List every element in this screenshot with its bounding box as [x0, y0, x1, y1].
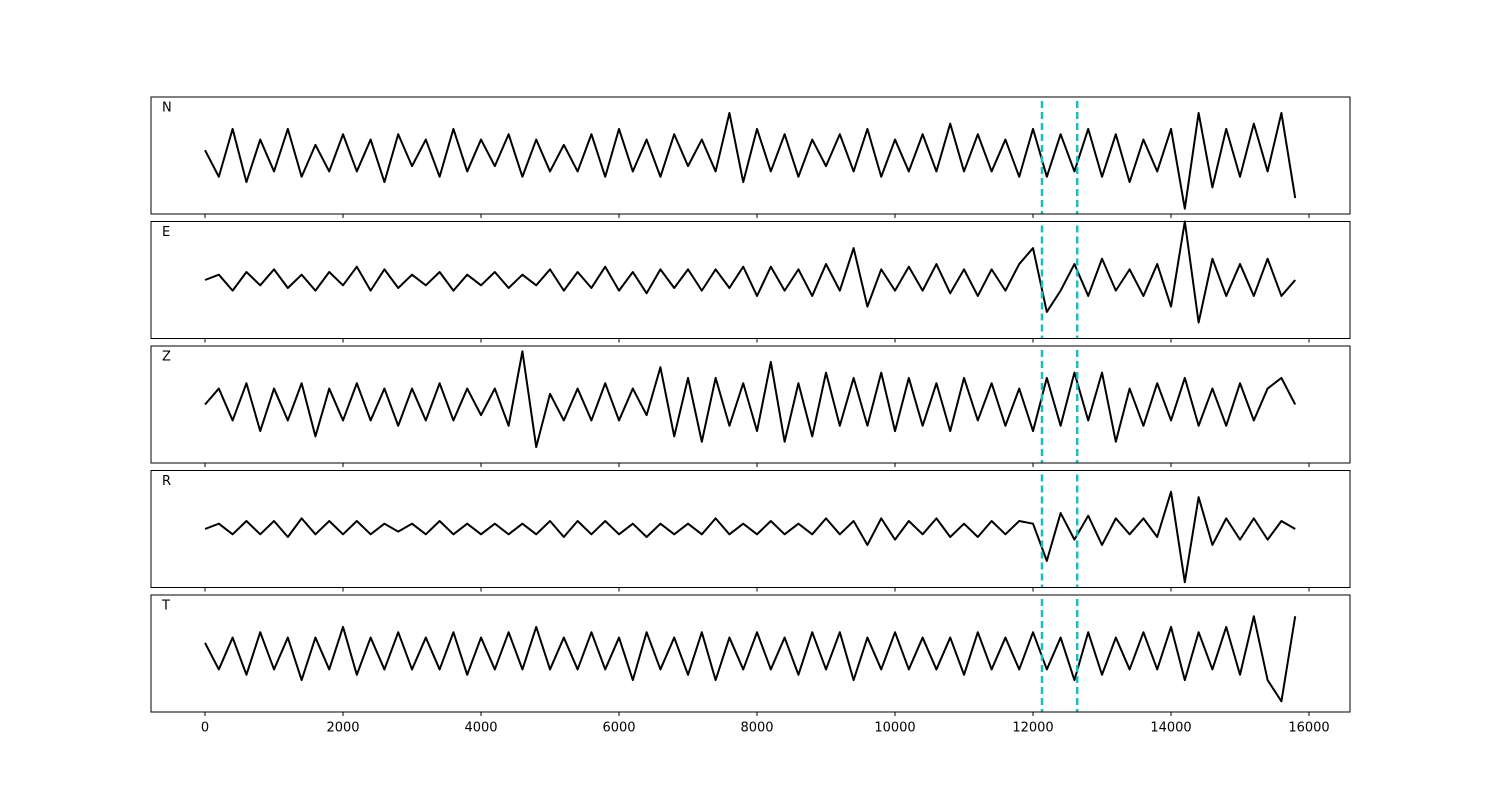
x-tick-label: 16000: [1288, 721, 1329, 736]
waveform: [204, 220, 1296, 324]
x-tick-label: 6000: [602, 721, 635, 736]
panel-frame: [150, 345, 1351, 464]
x-tick-label: 10000: [874, 721, 915, 736]
panel-label: Z: [162, 350, 171, 365]
panel-label: T: [161, 599, 170, 614]
x-tick-label: 8000: [740, 721, 773, 736]
panel-label: R: [162, 474, 171, 489]
panel-label: N: [162, 101, 172, 116]
x-tick-label: 12000: [1012, 721, 1053, 736]
panel-frame: [150, 594, 1351, 713]
waveform: [204, 615, 1297, 703]
panel-frame: [150, 470, 1351, 588]
panel-label: E: [162, 225, 170, 240]
waveform: [204, 350, 1297, 449]
x-tick-label: 14000: [1150, 721, 1191, 736]
waveform: [204, 111, 1297, 210]
waveform: [204, 490, 1296, 584]
x-tick-label: 2000: [326, 721, 359, 736]
x-tick-label: 0: [201, 721, 209, 736]
panel-frame: [150, 221, 1351, 339]
panel-frame: [150, 96, 1351, 215]
x-tick-label: 4000: [464, 721, 497, 736]
